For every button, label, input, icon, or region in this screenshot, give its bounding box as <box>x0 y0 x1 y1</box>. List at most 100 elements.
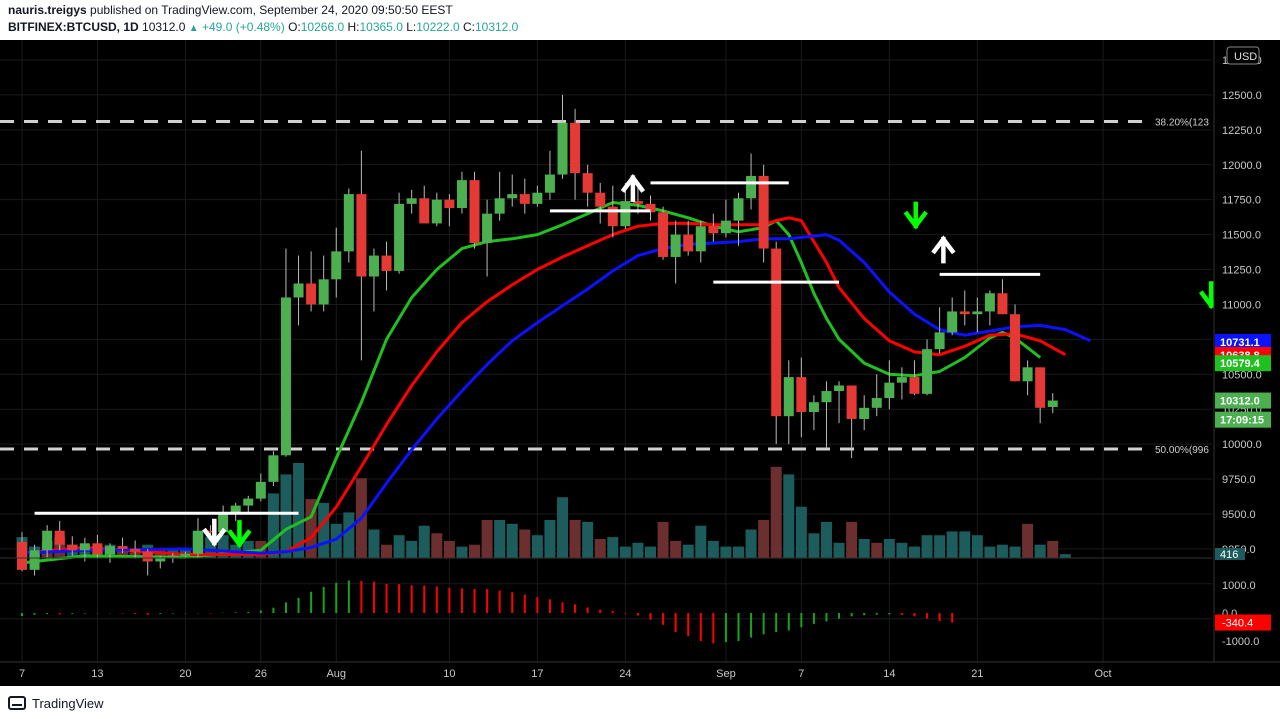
price-tick-label: 12500.0 <box>1222 90 1262 102</box>
candle-body <box>922 349 933 394</box>
volume-bar <box>858 539 870 558</box>
price-tag-label: 10579.4 <box>1220 358 1261 370</box>
volume-bar <box>1047 540 1059 558</box>
candle-body <box>230 505 241 513</box>
volume-bar <box>720 546 732 558</box>
candle-body <box>306 283 317 305</box>
time-tick-label: 7 <box>19 668 25 680</box>
time-tick-label: 24 <box>619 668 631 680</box>
tradingview-logo-icon[interactable] <box>8 696 26 710</box>
candle-body <box>507 194 518 199</box>
candle-body <box>469 180 480 243</box>
price-axis[interactable]: 12750.012500.012250.012000.011750.011500… <box>1213 40 1280 686</box>
volume-bar <box>494 520 506 558</box>
candle-body <box>343 194 354 252</box>
volume-bar <box>318 502 330 558</box>
candle-body <box>582 173 593 193</box>
volume-bar <box>707 540 719 558</box>
candle-body <box>695 226 706 252</box>
footer-brand[interactable]: TradingView <box>32 695 104 711</box>
volume-bar <box>795 506 807 558</box>
volume-bar <box>959 531 971 558</box>
footer: TradingView <box>8 694 104 712</box>
candle-body <box>896 377 907 383</box>
price-tag <box>1215 355 1271 372</box>
volume-bar <box>443 540 455 558</box>
candle-body <box>909 377 920 394</box>
candle-body <box>947 311 958 333</box>
volume-bar <box>946 531 958 558</box>
candle-body <box>972 311 983 315</box>
candle-body <box>17 541 27 570</box>
time-tick-label: 26 <box>255 668 267 680</box>
candle-body <box>293 283 304 298</box>
price-tick-label: 9500.0 <box>1222 509 1256 521</box>
time-tick-label: Oct <box>1094 668 1111 680</box>
candle-body <box>519 194 530 204</box>
volume-bar <box>908 546 920 558</box>
volume-bar <box>469 544 481 558</box>
volume-bar <box>632 542 644 558</box>
time-tick-label: Aug <box>326 668 346 680</box>
candle-body <box>758 175 769 249</box>
currency-button[interactable] <box>1226 46 1260 65</box>
low-value: 10222.0 <box>416 20 460 34</box>
candle-body <box>456 180 467 209</box>
candle-body <box>1022 367 1033 382</box>
level-lines[interactable] <box>34 181 1041 515</box>
volume-bar <box>1022 523 1034 558</box>
volume-bar <box>820 521 832 558</box>
price-tag <box>1215 411 1271 428</box>
fib-lines: 38.20%(123 50.00%(996 <box>0 117 1209 456</box>
candle-body <box>959 311 970 315</box>
candle-body <box>79 543 90 551</box>
currency-label: USD <box>1234 51 1257 63</box>
volume-bar <box>594 539 606 558</box>
price-tag <box>1215 392 1271 409</box>
volume-bar <box>745 529 757 558</box>
open-value: 10266.0 <box>300 20 345 34</box>
up-triangle-icon: ▲ <box>188 23 199 34</box>
author-name[interactable]: nauris.treigys <box>8 3 87 17</box>
candle-body <box>595 192 606 207</box>
candle-body <box>280 297 291 456</box>
low-label: L: <box>406 20 417 34</box>
time-axis[interactable]: 7 13 20 26 Aug 10 17 24 Sep 7 14 21 Oct <box>0 661 1280 680</box>
candle-body <box>104 546 115 555</box>
candle-body <box>808 402 819 412</box>
price-tick-label: 11000.0 <box>1222 299 1261 311</box>
volume-bar <box>921 535 933 558</box>
volume-bar <box>456 546 468 558</box>
candle-body <box>871 398 882 408</box>
candle-body <box>544 174 555 193</box>
candle-body <box>570 122 581 174</box>
candle-body <box>54 530 65 545</box>
price-tick-label: 10000.0 <box>1222 439 1262 451</box>
candle-body <box>431 199 442 224</box>
volume-bar <box>682 544 694 558</box>
candle-body <box>482 213 493 243</box>
volume-bar <box>557 497 569 558</box>
price-tick-label: 9750.0 <box>1222 474 1256 486</box>
candle-body <box>394 203 405 271</box>
candle-body <box>783 377 794 417</box>
candle-body <box>632 201 643 204</box>
candle-body <box>356 194 367 277</box>
oscillator-tick-label: -1000.0 <box>1222 636 1259 648</box>
volume-tag <box>1215 548 1245 560</box>
candle-body <box>846 385 857 419</box>
candle-body <box>42 530 53 551</box>
volume-bar <box>996 544 1008 558</box>
time-tick-label: 21 <box>971 668 983 680</box>
candle-body <box>117 546 128 549</box>
volume-bar <box>582 521 594 558</box>
volume-bar <box>1034 544 1046 558</box>
volume-bar <box>971 535 983 558</box>
volume-bar <box>393 535 405 558</box>
candle-body <box>984 293 995 312</box>
volume-bar <box>280 474 292 558</box>
published-text: published on TradingView.com, September … <box>90 3 453 17</box>
candle-body <box>771 248 782 417</box>
candle-body <box>834 385 845 392</box>
